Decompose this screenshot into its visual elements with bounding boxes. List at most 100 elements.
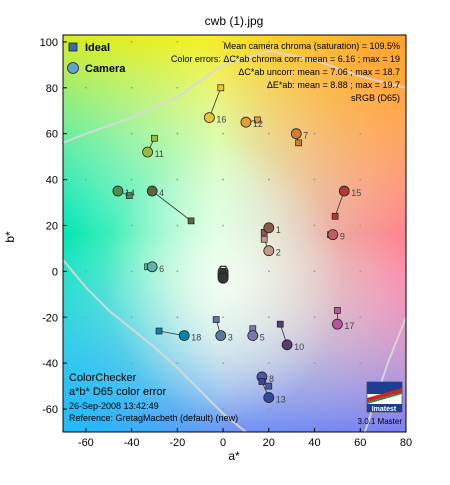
info-line-2: a*b* D65 color error <box>69 386 167 398</box>
ideal-point-4 <box>187 217 195 225</box>
stats-line-3: ΔC*ab uncorr: mean = 7.06 ; max = 18.7 <box>238 67 400 77</box>
patch-label-2: 2 <box>276 248 281 258</box>
camera-point-24 <box>217 272 229 284</box>
ideal-point-7 <box>295 139 302 147</box>
grid-dot <box>222 224 224 227</box>
ideal-point-17 <box>334 307 341 314</box>
grid-dot <box>313 224 316 227</box>
grid-dot <box>130 362 133 365</box>
patch-label-18: 18 <box>191 333 201 343</box>
grid-dot <box>359 362 362 365</box>
camera-point-10 <box>281 339 293 351</box>
grid-dot <box>313 316 316 319</box>
grid-dot <box>267 270 270 273</box>
x-tick-label: 0 <box>220 437 226 449</box>
grid-dot <box>222 316 224 319</box>
patch-label-8: 8 <box>269 374 274 384</box>
grid-dot <box>176 132 179 135</box>
stats-annotation: Mean camera chroma (saturation) = 109.5%… <box>171 41 400 103</box>
patch-label-15: 15 <box>351 188 361 198</box>
grid-dot <box>84 316 87 319</box>
grid-dot <box>359 408 362 410</box>
grid-dot <box>222 362 224 365</box>
grid-dot <box>359 316 362 319</box>
info-line-1: ColorChecker <box>69 372 137 384</box>
camera-point-3 <box>215 330 227 342</box>
grid-dot <box>359 40 362 43</box>
y-tick-label: 0 <box>52 266 58 278</box>
camera-point-18 <box>178 330 190 342</box>
ideal-point-15 <box>331 212 339 220</box>
camera-point-11 <box>142 146 154 158</box>
grid-dot <box>130 178 133 181</box>
camera-point-12 <box>240 116 252 128</box>
patch-label-10: 10 <box>294 342 304 352</box>
camera-point-9 <box>327 229 339 241</box>
imatest-logo: Imatest <box>366 381 403 413</box>
ideal-point-11 <box>151 134 158 142</box>
patch-label-5: 5 <box>260 333 265 343</box>
stats-line-4: ΔE*ab: mean = 8.88 ; max = 19.7 <box>267 80 400 90</box>
camera-point-16 <box>203 112 215 124</box>
grid-dot <box>176 40 179 43</box>
camera-point-2 <box>263 245 275 257</box>
gamut-line <box>63 50 406 144</box>
y-tick-label: 100 <box>40 37 58 49</box>
grid-dot <box>359 178 362 181</box>
camera-point-6 <box>146 261 158 273</box>
chart-title: cwb (1).jpg <box>205 14 264 28</box>
camera-point-7 <box>290 128 302 140</box>
grid-dot <box>84 224 87 227</box>
info-line-4: Reference: GretagMacbeth (default) (new) <box>69 413 238 423</box>
error-vector-4 <box>151 190 192 222</box>
grid-dot <box>267 408 270 410</box>
ideal-point-8 <box>265 382 273 390</box>
version-text: 3.0.1 Master <box>358 417 403 426</box>
x-tick-label: 60 <box>354 437 366 449</box>
grid-dot <box>84 178 87 181</box>
camera-point-13 <box>263 392 275 403</box>
grid-dot <box>84 40 87 43</box>
grid-dot <box>130 408 133 410</box>
patch-label-14: 14 <box>125 188 135 198</box>
grid-dot <box>222 408 224 410</box>
y-tick-label: -40 <box>42 358 58 370</box>
grid-dot <box>222 178 224 181</box>
grid-dot <box>84 362 87 365</box>
legend-ideal-marker <box>68 42 78 52</box>
grid-dot <box>359 224 362 227</box>
camera-point-1 <box>263 222 275 234</box>
y-tick-label: 20 <box>46 220 58 232</box>
grid-dot <box>313 40 316 43</box>
grid-dot <box>313 86 316 89</box>
plot-background <box>63 35 406 432</box>
legend-ideal-label: Ideal <box>85 42 110 54</box>
ideal-point-13 <box>258 378 266 385</box>
grid-dot <box>267 86 270 89</box>
x-tick-label: 20 <box>263 437 275 449</box>
grid-dot <box>130 86 133 89</box>
x-axis-label: a* <box>228 449 240 463</box>
patch-label-16: 16 <box>216 115 226 125</box>
info-line-3: 26-Sep-2008 13:42:49 <box>69 401 159 411</box>
info-annotation: ColorChecker a*b* D65 color error 26-Sep… <box>69 372 238 423</box>
y-tick-label: 80 <box>46 83 58 95</box>
patch-label-6: 6 <box>159 264 164 274</box>
ideal-point-2 <box>260 235 268 243</box>
camera-point-15 <box>338 185 350 197</box>
patch-label-3: 3 <box>228 333 233 343</box>
grid-dot <box>313 270 316 273</box>
grid-dot <box>130 224 133 227</box>
y-tick-label: 60 <box>46 129 58 141</box>
x-axis-ticks: -60 -40 -20 0 20 40 60 80 <box>78 428 412 449</box>
y-tick-label: -20 <box>42 312 58 324</box>
patch-label-1: 1 <box>276 225 281 235</box>
grid-dot <box>359 86 362 89</box>
grid-dot <box>222 132 224 135</box>
ideal-point-16 <box>217 84 225 92</box>
x-tick-label: -20 <box>169 437 185 449</box>
grid-dot <box>313 362 316 365</box>
ideal-point-12 <box>254 116 261 124</box>
patch-label-4: 4 <box>159 188 164 198</box>
